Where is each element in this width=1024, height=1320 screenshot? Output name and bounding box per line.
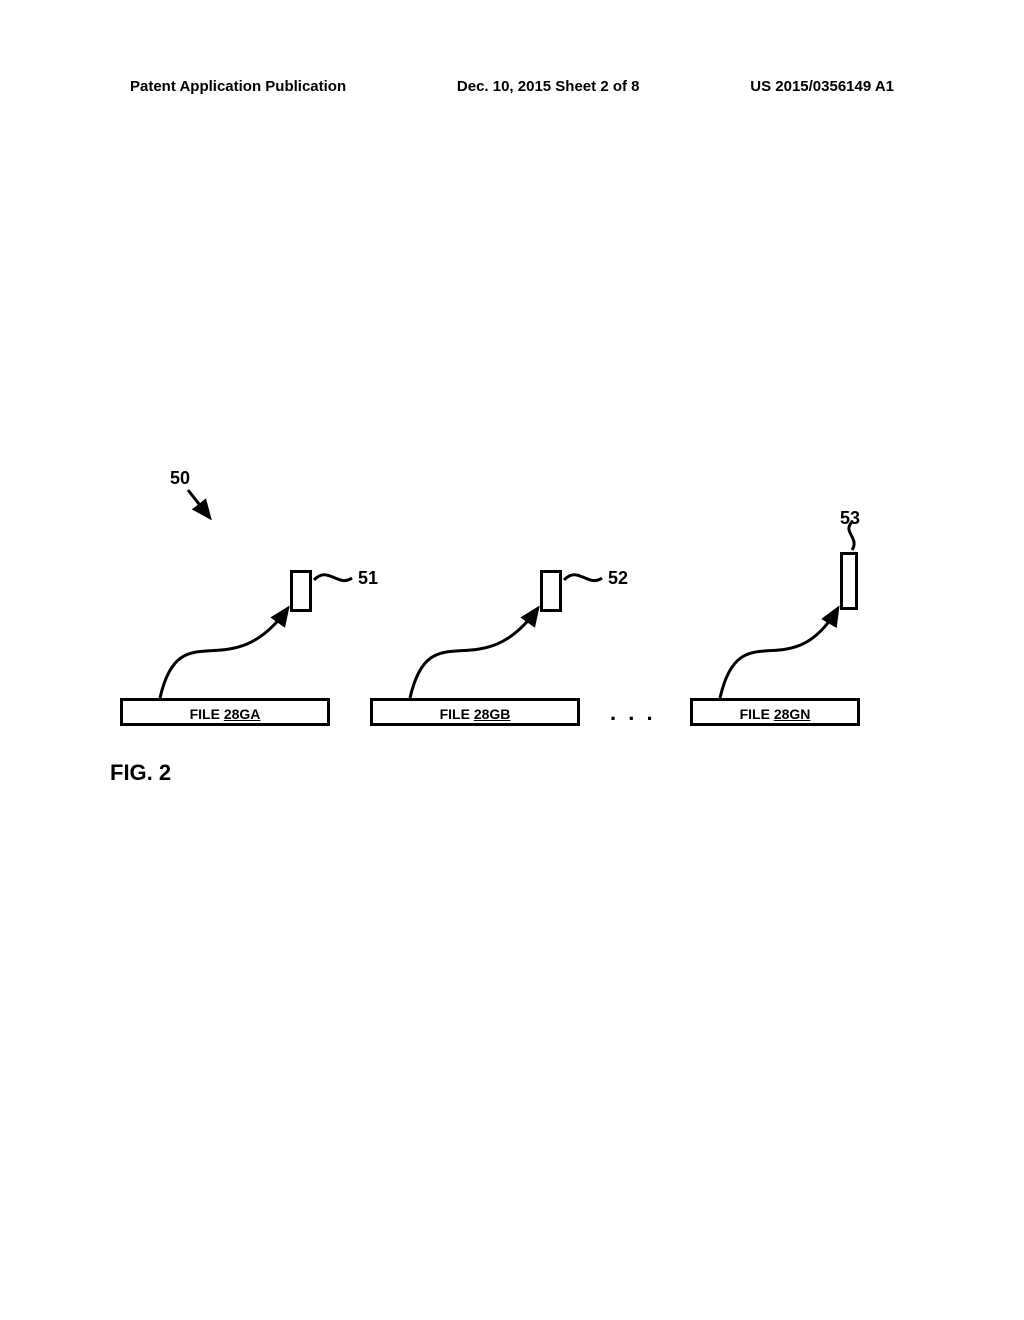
file-label-ref: 28GA: [224, 706, 261, 722]
marker-box: [840, 552, 858, 610]
diagram-svg: [100, 460, 924, 780]
header-left: Patent Application Publication: [130, 78, 346, 95]
ref-label-50: 50: [170, 468, 190, 489]
figure-caption: FIG. 2: [110, 760, 171, 786]
file-label-prefix: FILE: [740, 706, 774, 722]
marker-box: [290, 570, 312, 612]
page-header: Patent Application Publication Dec. 10, …: [0, 78, 1024, 95]
file-box: FILE 28GN: [690, 698, 860, 726]
header-center: Dec. 10, 2015 Sheet 2 of 8: [457, 78, 640, 95]
file-box: FILE 28GA: [120, 698, 330, 726]
page: Patent Application Publication Dec. 10, …: [0, 0, 1024, 1320]
ref-label: 51: [358, 568, 378, 589]
file-label-ref: 28GB: [474, 706, 511, 722]
ref-label: 52: [608, 568, 628, 589]
ref-label: 53: [840, 508, 860, 529]
figure-diagram: 50 FILE 28GA 51 FILE 28GB 52 FILE 28GN 53 . . .…: [100, 460, 924, 780]
file-label-prefix: FILE: [190, 706, 224, 722]
file-label-ref: 28GN: [774, 706, 811, 722]
file-label-prefix: FILE: [440, 706, 474, 722]
file-box: FILE 28GB: [370, 698, 580, 726]
marker-box: [540, 570, 562, 612]
header-right: US 2015/0356149 A1: [750, 78, 894, 95]
ellipsis: . . .: [610, 700, 656, 726]
